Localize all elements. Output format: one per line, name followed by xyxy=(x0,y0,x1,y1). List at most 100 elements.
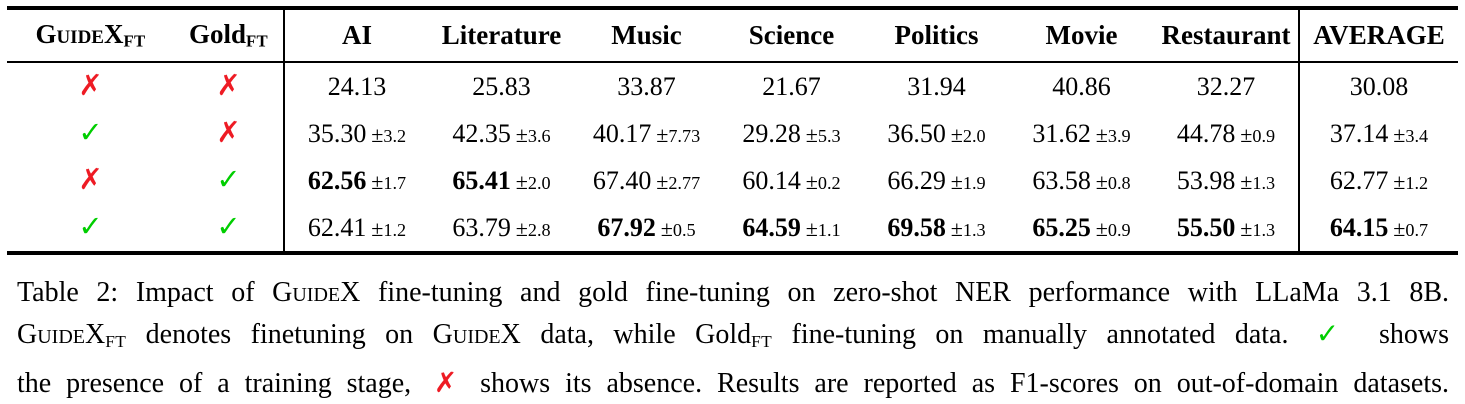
score-cell: 40.86 xyxy=(1009,62,1154,110)
caption-text: denotes finetuning on xyxy=(126,319,433,350)
col-header-gold-ft: GoldFT xyxy=(174,8,285,63)
table-row: ✗ ✓ 62.56 ±1.7 65.41 ±2.0 67.40 ±2.77 60.14… xyxy=(7,157,1458,204)
header-row: GuideXFT GoldFT AI Literature Music Scie… xyxy=(7,8,1458,63)
score-stddev: 1.3 xyxy=(1252,172,1276,193)
plus-minus-sign: ± xyxy=(1240,121,1253,147)
score-stddev: 0.8 xyxy=(1107,172,1131,193)
gold-ft-subscript: FT xyxy=(245,31,269,51)
guidex-smallcaps: GuideX xyxy=(17,319,106,350)
ft-subscript: FT xyxy=(751,331,773,351)
caption-text: fine-tuning and gold fine-tuning on zero… xyxy=(360,277,1449,308)
score-value: 31.62 xyxy=(1032,118,1091,148)
plus-minus-sign: ± xyxy=(515,215,528,241)
score-value: 30.08 xyxy=(1349,71,1409,101)
plus-minus-sign: ± xyxy=(371,215,384,241)
score-value: 21.67 xyxy=(762,71,821,101)
caption-text: the presence of a training stage, xyxy=(17,367,427,399)
score-cell: 21.67 xyxy=(719,62,864,110)
score-value: 64.59 xyxy=(742,212,801,242)
gold-ft-mark-cell: ✗ xyxy=(174,110,285,157)
score-stddev: 0.7 xyxy=(1405,219,1429,240)
score-value: 53.98 xyxy=(1176,165,1236,195)
score-value: 37.14 xyxy=(1329,118,1389,148)
score-cell: 67.92 ±0.5 xyxy=(574,204,719,253)
guidex-ft-mark-cell: ✗ xyxy=(7,62,174,110)
score-value: 63.58 xyxy=(1032,165,1091,195)
col-header-movie: Movie xyxy=(1009,8,1154,63)
plus-minus-sign: ± xyxy=(515,121,528,147)
score-cell: 65.25 ±0.9 xyxy=(1009,204,1154,253)
plus-minus-sign: ± xyxy=(1393,168,1406,194)
caption-line-3: the presence of a training stage, ✗ show… xyxy=(17,362,1449,404)
score-value: 65.25 xyxy=(1032,212,1091,242)
gold-ft-mark-cell: ✓ xyxy=(174,157,285,204)
score-value: 24.13 xyxy=(327,71,387,101)
col-header-science: Science xyxy=(719,8,864,63)
caption-text: shows its absence. Results are reported … xyxy=(465,367,1450,399)
cross-icon: ✗ xyxy=(78,68,103,102)
col-header-politics: Politics xyxy=(864,8,1009,63)
table-caption: Table 2: Impact of GuideX fine-tuning an… xyxy=(7,272,1458,404)
score-stddev: 2.0 xyxy=(527,172,551,193)
gold-ft-mark-cell: ✓ xyxy=(174,204,285,253)
check-icon: ✓ xyxy=(78,209,103,243)
score-stddev: 3.2 xyxy=(383,125,407,146)
table-row: ✓ ✗ 35.30 ±3.2 42.35 ±3.6 40.17 ±7.73 29.28… xyxy=(7,110,1458,157)
score-value: 69.58 xyxy=(887,212,946,242)
score-value: 62.41 xyxy=(307,212,367,242)
guidex-ft-subscript: FT xyxy=(123,31,146,51)
score-cell: 53.98 ±1.3 xyxy=(1154,157,1299,204)
score-value: 31.94 xyxy=(907,71,966,101)
score-value: 64.15 xyxy=(1329,212,1389,242)
gold-label: Gold xyxy=(188,19,246,50)
score-cell: 24.13 xyxy=(284,62,429,110)
col-header-literature: Literature xyxy=(429,8,574,63)
score-value: 62.56 xyxy=(307,165,367,195)
check-icon: ✓ xyxy=(216,209,241,243)
score-cell: 63.79 ±2.8 xyxy=(429,204,574,253)
plus-minus-sign: ± xyxy=(1240,168,1253,194)
score-stddev: 0.9 xyxy=(1252,125,1276,146)
guidex-smallcaps: GuideX xyxy=(35,19,124,50)
score-cell: 65.41 ±2.0 xyxy=(429,157,574,204)
average-score-cell: 64.15 ±0.7 xyxy=(1298,204,1458,253)
score-value: 29.28 xyxy=(742,118,801,148)
ft-subscript: FT xyxy=(105,331,127,351)
score-stddev: 2.8 xyxy=(527,219,551,240)
score-value: 55.50 xyxy=(1176,212,1236,242)
score-value: 63.79 xyxy=(452,212,511,242)
score-value: 44.78 xyxy=(1176,118,1236,148)
caption-line-1: Table 2: Impact of GuideX fine-tuning an… xyxy=(17,272,1449,313)
score-cell: 62.56 ±1.7 xyxy=(284,157,429,204)
score-cell: 55.50 ±1.3 xyxy=(1154,204,1299,253)
plus-minus-sign: ± xyxy=(1393,121,1406,147)
score-cell: 32.27 xyxy=(1154,62,1299,110)
score-value: 42.35 xyxy=(452,118,511,148)
score-cell: 33.87 xyxy=(574,62,719,110)
score-value: 36.50 xyxy=(887,118,946,148)
score-stddev: 1.3 xyxy=(962,219,986,240)
score-cell: 35.30 ±3.2 xyxy=(284,110,429,157)
score-value: 65.41 xyxy=(452,165,511,195)
score-value: 40.86 xyxy=(1052,71,1111,101)
col-header-ai: AI xyxy=(284,8,429,63)
table-row: ✗ ✗ 24.13 25.83 33.87 21.67 31.94 40.86 … xyxy=(7,62,1458,110)
col-header-guidex-ft: GuideXFT xyxy=(7,8,174,63)
plus-minus-sign: ± xyxy=(371,168,384,194)
score-cell: 31.94 xyxy=(864,62,1009,110)
score-cell: 29.28 ±5.3 xyxy=(719,110,864,157)
plus-minus-sign: ± xyxy=(1393,215,1406,241)
score-stddev: 0.2 xyxy=(817,172,841,193)
score-stddev: 2.0 xyxy=(962,125,986,146)
score-stddev: 1.3 xyxy=(1252,219,1276,240)
col-header-music: Music xyxy=(574,8,719,63)
plus-minus-sign: ± xyxy=(660,215,673,241)
average-score-cell: 37.14 ±3.4 xyxy=(1298,110,1458,157)
caption-text: fine-tuning on manually annotated data. xyxy=(772,319,1308,350)
score-cell: 67.40 ±2.77 xyxy=(574,157,719,204)
average-score-cell: 30.08 xyxy=(1298,62,1458,110)
plus-minus-sign: ± xyxy=(371,121,384,147)
table-row: ✓ ✓ 62.41 ±1.2 63.79 ±2.8 67.92 ±0.5 64.59 ±… xyxy=(7,204,1458,253)
plus-minus-sign: ± xyxy=(1095,168,1108,194)
score-value: 60.14 xyxy=(742,165,801,195)
